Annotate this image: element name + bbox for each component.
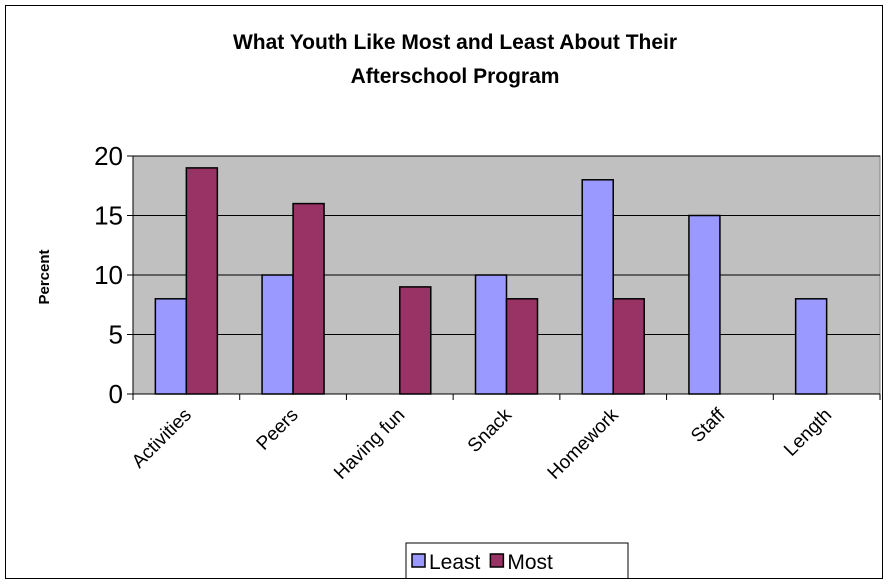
bar-most-having-fun: [399, 286, 432, 395]
legend-label-least: Least: [429, 551, 481, 574]
chart-frame: What Youth Like Most and Least About The…: [5, 5, 883, 579]
chart-svg: What Youth Like Most and Least About The…: [36, 31, 881, 578]
x-tick-label: Activities: [128, 405, 196, 473]
bar-least-staff: [688, 214, 721, 395]
y-tick-label: 0: [109, 379, 123, 409]
legend-box: [405, 542, 629, 578]
y-tick-label: 5: [109, 320, 123, 350]
plot-area: 0 5 10 15 20 Activities Peers Having fun Snack Ho…: [94, 141, 881, 484]
x-tick-label: Having fun: [330, 405, 409, 484]
bar-most-snack: [505, 298, 539, 395]
chart-title-line-1: What Youth Like Most and Least About The…: [233, 31, 677, 54]
bar-most-homework: [612, 298, 645, 395]
bar-most-peers: [292, 202, 325, 395]
chart-title-line-2: Afterschool Program: [351, 65, 560, 88]
x-tick-label: Homework: [544, 404, 623, 483]
bar-most-activities: [185, 167, 219, 395]
bar-least-length: [794, 298, 828, 395]
legend-label-most: Most: [507, 551, 553, 574]
x-tick-label: Snack: [464, 404, 517, 457]
x-tick-label: Staff: [687, 404, 730, 447]
bar-least-peers: [261, 274, 294, 395]
bar-least-activities: [154, 298, 188, 395]
y-axis-label: Percent: [36, 249, 53, 304]
bar-least-homework: [581, 179, 614, 395]
x-tick-label: Length: [780, 405, 836, 461]
legend-swatch-most: [489, 553, 505, 568]
bar-least-snack: [474, 274, 508, 395]
legend-swatch-least: [411, 553, 426, 568]
x-tick-label: Peers: [253, 405, 303, 455]
y-tick-label: 15: [94, 201, 123, 231]
y-tick-label: 20: [94, 141, 123, 171]
legend: Least Most: [405, 542, 629, 578]
y-tick-label: 10: [94, 260, 123, 290]
